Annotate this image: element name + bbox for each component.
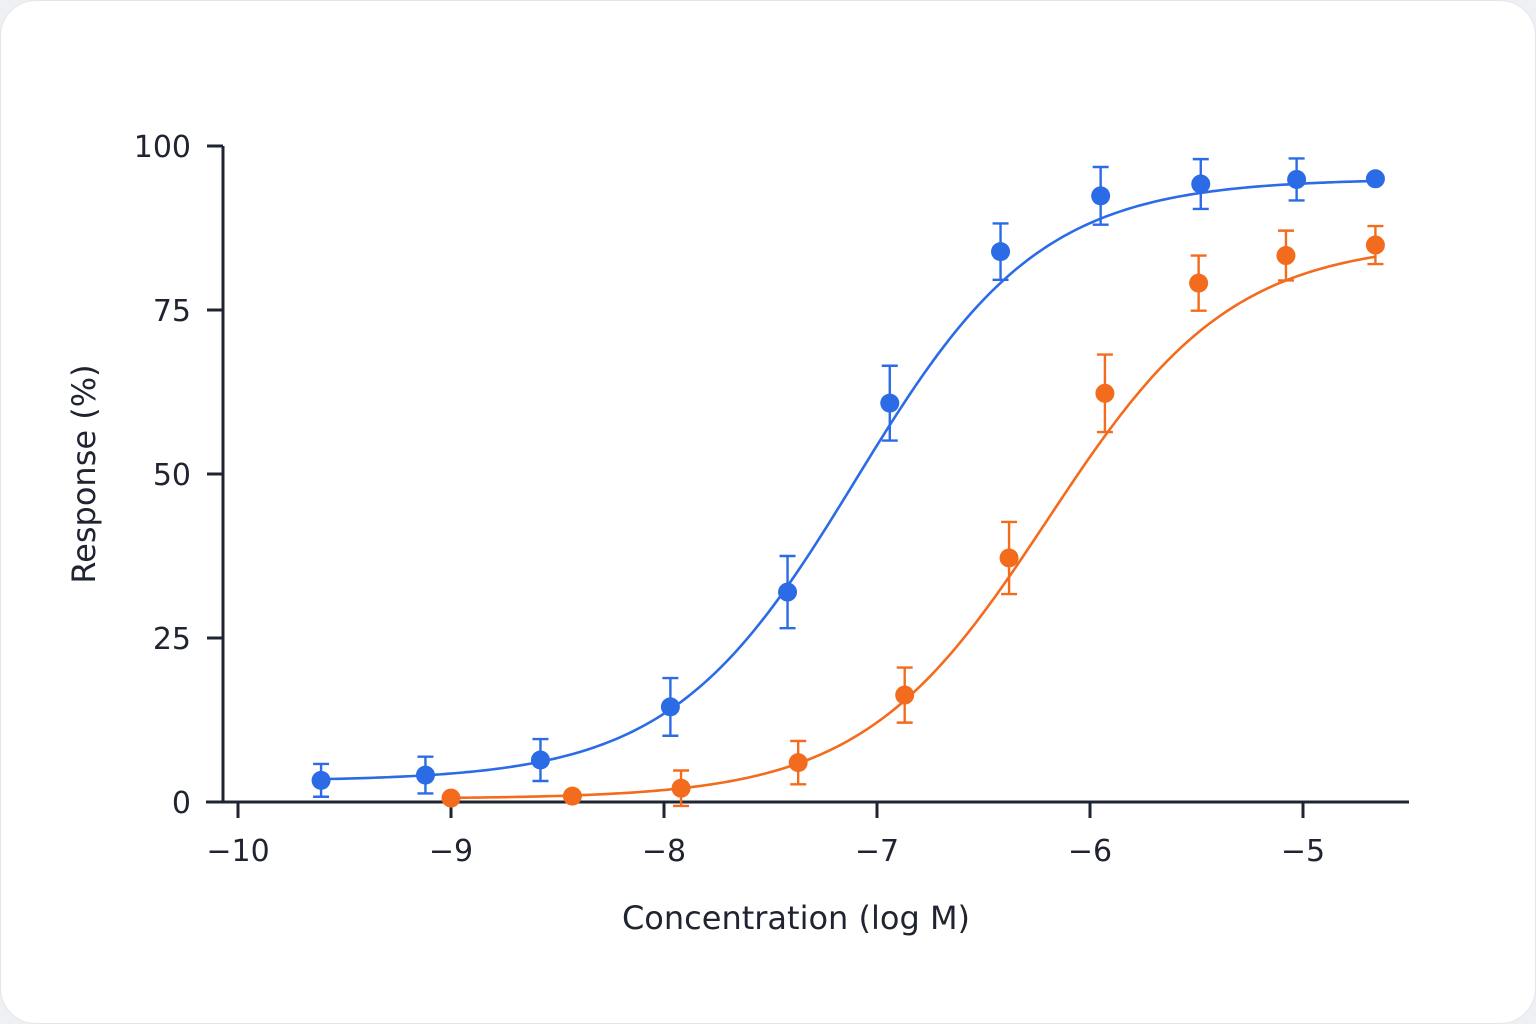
data-point	[880, 393, 900, 413]
data-point	[1189, 273, 1209, 293]
data-point	[1191, 174, 1211, 194]
data-point	[562, 786, 582, 806]
x-tick-label: −10	[206, 834, 269, 869]
data-point	[991, 242, 1011, 262]
x-tick-label: −6	[1068, 834, 1112, 869]
y-axis-title: Response (%)	[65, 364, 103, 583]
y-tick-label: 75	[153, 294, 191, 329]
data-point	[999, 548, 1019, 568]
x-tick-label: −9	[429, 834, 473, 869]
data-point	[671, 778, 691, 798]
data-point	[441, 788, 461, 808]
series-2	[441, 224, 1385, 808]
axes	[206, 146, 1409, 804]
data-point	[1091, 186, 1111, 206]
data-point	[895, 685, 915, 705]
data-point	[1365, 169, 1385, 189]
data-point	[788, 753, 808, 773]
data-point	[311, 770, 331, 790]
data-point	[530, 750, 550, 770]
x-tick-label: −5	[1281, 834, 1325, 869]
data-point	[660, 697, 680, 717]
y-tick-label: 50	[153, 458, 191, 493]
data-point	[1287, 169, 1307, 189]
y-ticks: 0 25 50 75 100	[134, 130, 223, 821]
y-tick-label: 100	[134, 130, 191, 165]
series-1	[311, 157, 1385, 798]
fit-curve	[321, 179, 1376, 781]
x-ticks: −10 −9 −8 −7 −6 −5	[206, 802, 1325, 869]
y-tick-label: 25	[153, 622, 191, 657]
x-tick-label: −8	[642, 834, 686, 869]
x-axis-title: Concentration (log M)	[622, 899, 970, 937]
data-point	[1095, 383, 1115, 403]
data-point	[415, 765, 435, 785]
data-point	[1365, 235, 1385, 255]
y-tick-label: 0	[172, 786, 191, 821]
fit-curve	[450, 255, 1376, 800]
series-layer	[311, 157, 1385, 808]
x-tick-label: −7	[855, 834, 899, 869]
data-point	[1276, 246, 1296, 266]
data-point	[778, 582, 798, 602]
